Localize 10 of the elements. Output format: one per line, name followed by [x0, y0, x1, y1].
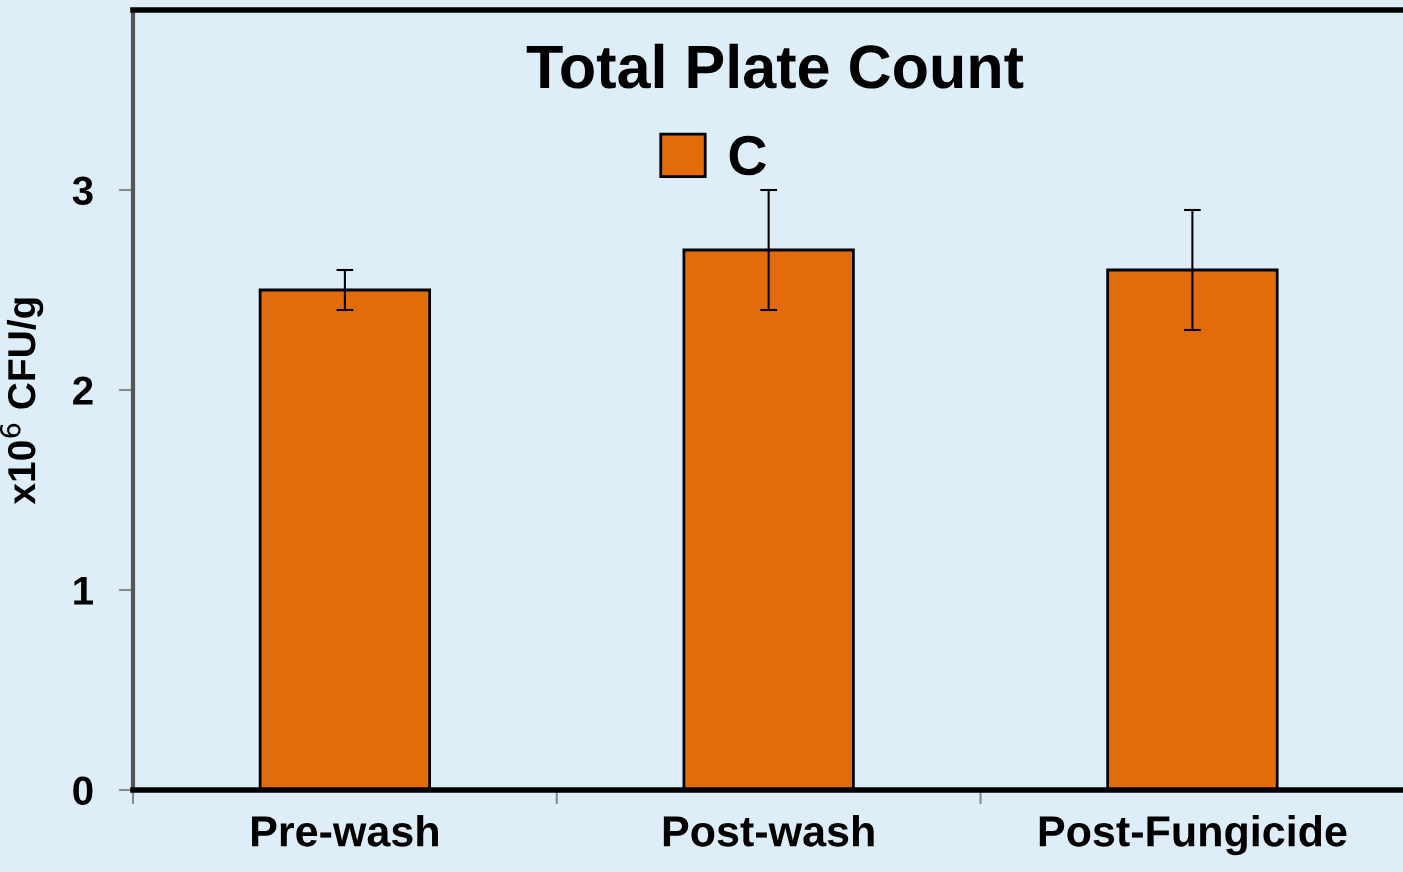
chart-title: Total Plate Count — [526, 43, 1024, 89]
y-tick-label: 0 — [73, 776, 93, 805]
legend-label: C — [729, 135, 767, 176]
y-axis-title: x10$^{6}$ CFU/g — [0, 298, 44, 505]
y-tick-label: 2 — [73, 376, 93, 405]
x-tick-label: Post-wash — [663, 815, 874, 847]
y-tick-label: 3 — [72, 176, 93, 206]
x-tick-label: Post-Fungicide — [1039, 815, 1347, 856]
y-tick-label: 1 — [74, 576, 93, 605]
x-tick-label: Pre-wash — [252, 815, 438, 847]
